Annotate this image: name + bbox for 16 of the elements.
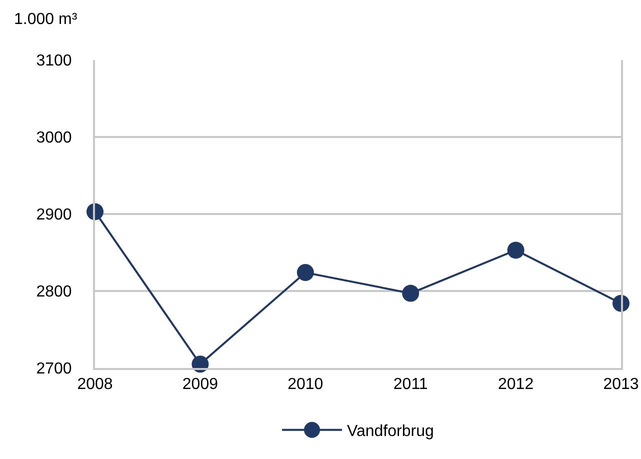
x-tick-label: 2008 [77, 376, 113, 394]
x-tick-label: 2009 [182, 376, 218, 394]
legend-label: Vandforbrug [347, 423, 434, 440]
y-tick-label: 3100 [36, 52, 72, 70]
y-tick-label: 2800 [36, 284, 72, 301]
point [402, 284, 420, 302]
x-tick-label: 2012 [498, 376, 534, 394]
y-tick-label: 2900 [36, 206, 72, 224]
x-tick-label: 2011 [393, 376, 428, 394]
y-tick-label: 3000 [36, 130, 72, 147]
y-tick-label: 2700 [36, 360, 72, 378]
point [507, 242, 524, 259]
x-tick-label: 2013 [603, 376, 639, 394]
y-axis-title: 1.000 m³ [14, 11, 78, 28]
x-tick-label: 2010 [288, 376, 324, 394]
point [296, 264, 314, 282]
